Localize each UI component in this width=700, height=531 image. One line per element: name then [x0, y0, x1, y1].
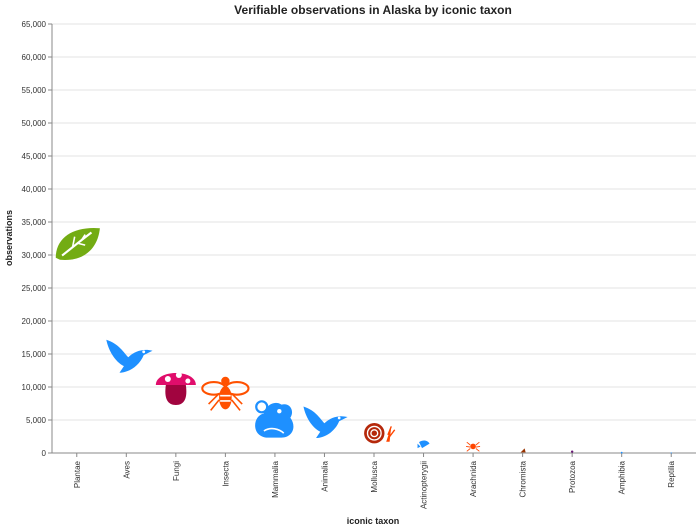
- y-tick-label: 45,000: [22, 152, 47, 161]
- bird-marker[interactable]: [303, 406, 348, 439]
- x-tick-label: Plantae: [73, 460, 82, 488]
- snail-marker[interactable]: [364, 423, 396, 444]
- y-tick-label: 0: [42, 449, 47, 458]
- y-axis-label: observations: [4, 210, 14, 266]
- leaf-marker[interactable]: [55, 228, 100, 261]
- bee-marker[interactable]: [201, 376, 250, 411]
- x-tick-label: Aves: [122, 461, 131, 479]
- chart-title: Verifiable observations in Alaska by ico…: [234, 3, 512, 17]
- x-axis-ticks: Plantae Aves Fungi Insecta Mammalia Animalia M…: [73, 453, 676, 509]
- y-tick-label: 5,000: [26, 416, 47, 425]
- y-tick-label: 25,000: [22, 284, 47, 293]
- x-axis-label: iconic taxon: [347, 516, 400, 526]
- y-tick-label: 50,000: [22, 119, 47, 128]
- bird-marker[interactable]: [106, 339, 153, 373]
- y-tick-label: 35,000: [22, 218, 47, 227]
- y-axis-ticks: 0 5,000 10,000 15,000 20,000 25,000 30,000 35,0…: [22, 20, 52, 458]
- y-tick-label: 20,000: [22, 317, 47, 326]
- fish-marker[interactable]: [417, 440, 430, 449]
- x-tick-label: Arachnida: [469, 460, 478, 497]
- protozoa-marker[interactable]: [570, 450, 574, 453]
- x-tick-label: Mollusca: [370, 460, 379, 492]
- y-tick-label: 60,000: [22, 53, 47, 62]
- x-tick-label: Mammalia: [271, 460, 280, 497]
- grid-lines: [52, 23, 696, 454]
- chromista-marker[interactable]: [520, 448, 526, 453]
- y-tick-label: 55,000: [22, 86, 47, 95]
- data-marks: [55, 228, 672, 454]
- y-tick-label: 15,000: [22, 350, 47, 359]
- x-tick-label: Actinopterygii: [420, 461, 429, 509]
- spider-marker[interactable]: [466, 441, 481, 452]
- x-tick-label: Reptilia: [667, 460, 676, 487]
- y-tick-label: 30,000: [22, 251, 47, 260]
- mushroom-marker[interactable]: [155, 372, 196, 405]
- x-tick-label: Fungi: [172, 461, 181, 481]
- lizard-marker[interactable]: [670, 452, 672, 454]
- x-tick-label: Protozoa: [568, 460, 577, 493]
- y-tick-label: 65,000: [22, 20, 47, 29]
- mouse-marker[interactable]: [255, 400, 294, 438]
- x-tick-label: Amphibia: [618, 460, 627, 494]
- x-tick-label: Chromista: [519, 460, 528, 497]
- y-tick-label: 10,000: [22, 383, 47, 392]
- y-tick-label: 40,000: [22, 185, 47, 194]
- x-tick-label: Animalia: [320, 460, 329, 491]
- x-tick-label: Insecta: [221, 460, 230, 486]
- frog-marker[interactable]: [620, 451, 623, 454]
